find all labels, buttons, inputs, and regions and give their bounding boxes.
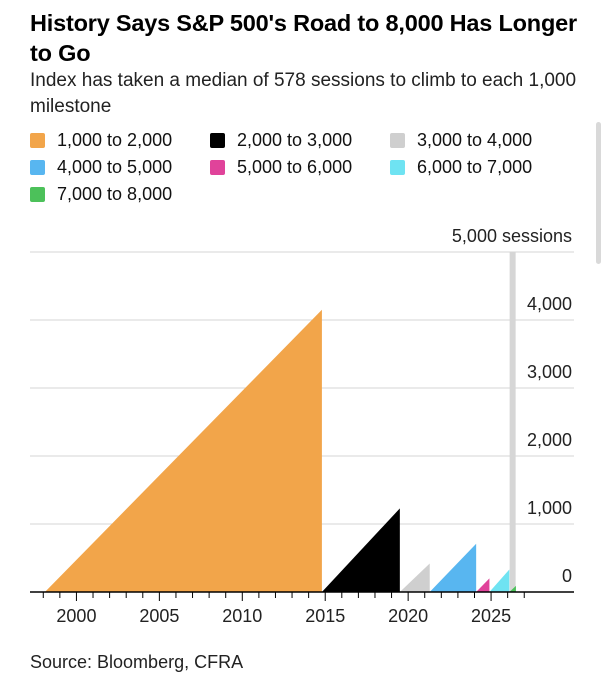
legend-swatch-icon <box>390 133 405 148</box>
legend-item: 3,000 to 4,000 <box>390 130 532 151</box>
y-tick-label: 2,000 <box>527 430 572 450</box>
legend-item: 4,000 to 5,000 <box>30 157 172 178</box>
legend-item: 6,000 to 7,000 <box>390 157 532 178</box>
legend-item: 1,000 to 2,000 <box>30 130 172 151</box>
y-tick-label: 3,000 <box>527 362 572 382</box>
x-tick-label: 2025 <box>471 606 511 626</box>
series-area-4-000-to-5-000 <box>429 543 477 592</box>
source-note: Source: Bloomberg, CFRA <box>30 652 244 672</box>
x-tick-label: 2005 <box>139 606 179 626</box>
legend-label: 2,000 to 3,000 <box>237 130 353 150</box>
x-tick-label: 2010 <box>222 606 262 626</box>
legend-swatch-icon <box>30 133 45 148</box>
legend-swatch-icon <box>30 187 45 202</box>
legend-swatch-icon <box>390 160 405 175</box>
chart-plot: 2000 2005 2010 2015 2020 2025 0 1,000 2,000 3,000… <box>30 226 574 626</box>
legend-item: 5,000 to 6,000 <box>210 157 352 178</box>
series-area-2-000-to-3-000 <box>321 508 400 592</box>
y-tick-label: 4,000 <box>527 294 572 314</box>
x-tick-label: 2015 <box>305 606 345 626</box>
y-tick-label: 0 <box>562 566 572 586</box>
legend-label: 5,000 to 6,000 <box>237 157 353 177</box>
series-area-3-000-to-4-000 <box>399 563 430 592</box>
legend-swatch-icon <box>30 160 45 175</box>
y-tick-label: 1,000 <box>527 498 572 518</box>
y-top-label: 5,000 sessions <box>452 226 572 246</box>
series-area-5-000-to-6-000 <box>476 578 490 592</box>
chart-title: History Says S&P 500's Road to 8,000 Has… <box>30 10 577 66</box>
legend-swatch-icon <box>210 133 225 148</box>
legend-label: 7,000 to 8,000 <box>57 184 173 204</box>
x-tick-label: 2020 <box>388 606 428 626</box>
legend-item: 2,000 to 3,000 <box>210 130 352 151</box>
reference-line <box>509 252 516 592</box>
series-area-1-000-to-2-000 <box>44 309 322 592</box>
legend-label: 3,000 to 4,000 <box>417 130 533 150</box>
x-tick-label: 2000 <box>56 606 96 626</box>
series-area-6-000-to-7-000 <box>489 569 510 592</box>
legend-label: 1,000 to 2,000 <box>57 130 173 150</box>
legend-item: 7,000 to 8,000 <box>30 184 172 205</box>
legend-label: 6,000 to 7,000 <box>417 157 533 177</box>
legend-label: 4,000 to 5,000 <box>57 157 173 177</box>
scrollbar[interactable] <box>596 122 601 264</box>
chart-subtitle: Index has taken a median of 578 sessions… <box>30 70 577 117</box>
legend-swatch-icon <box>210 160 225 175</box>
